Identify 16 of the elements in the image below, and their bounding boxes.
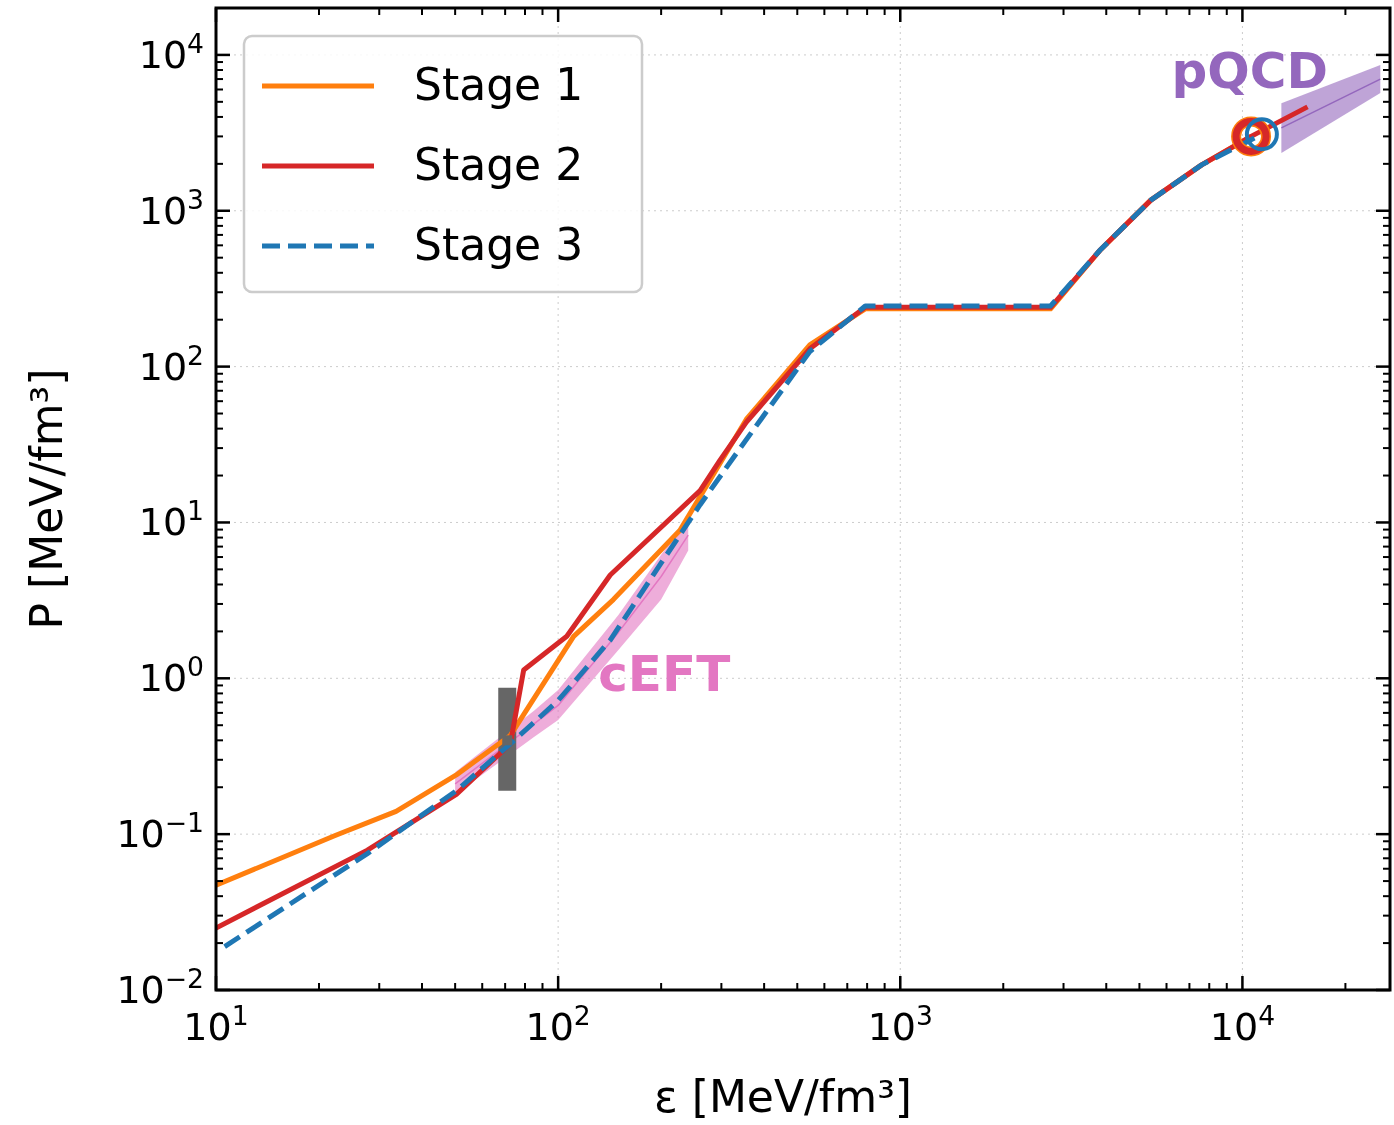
legend-label: Stage 1: [414, 59, 584, 110]
legend-label: Stage 2: [414, 139, 584, 190]
y-tick-label: 10$^{2}$: [138, 339, 204, 389]
series-label: pQCD: [1171, 42, 1328, 101]
y-tick-label: 10$^{3}$: [138, 183, 204, 233]
series-label: cEFT: [598, 644, 731, 703]
legend-label: Stage 3: [414, 219, 584, 270]
x-tick-label: 10$^{2}$: [525, 999, 591, 1049]
y-tick-label: 10$^{0}$: [138, 650, 204, 701]
x-tick-label: 10$^{4}$: [1209, 999, 1276, 1049]
y-axis-title: P [MeV/fm³]: [21, 368, 72, 630]
x-axis-title: ε [MeV/fm³]: [653, 1071, 913, 1122]
y-tick-label: 10$^{4}$: [138, 27, 204, 77]
y-tick-label: 10$^{−1}$: [116, 806, 204, 857]
y-tick-label: 10$^{1}$: [138, 494, 204, 545]
x-tick-label: 10$^{3}$: [867, 999, 933, 1049]
